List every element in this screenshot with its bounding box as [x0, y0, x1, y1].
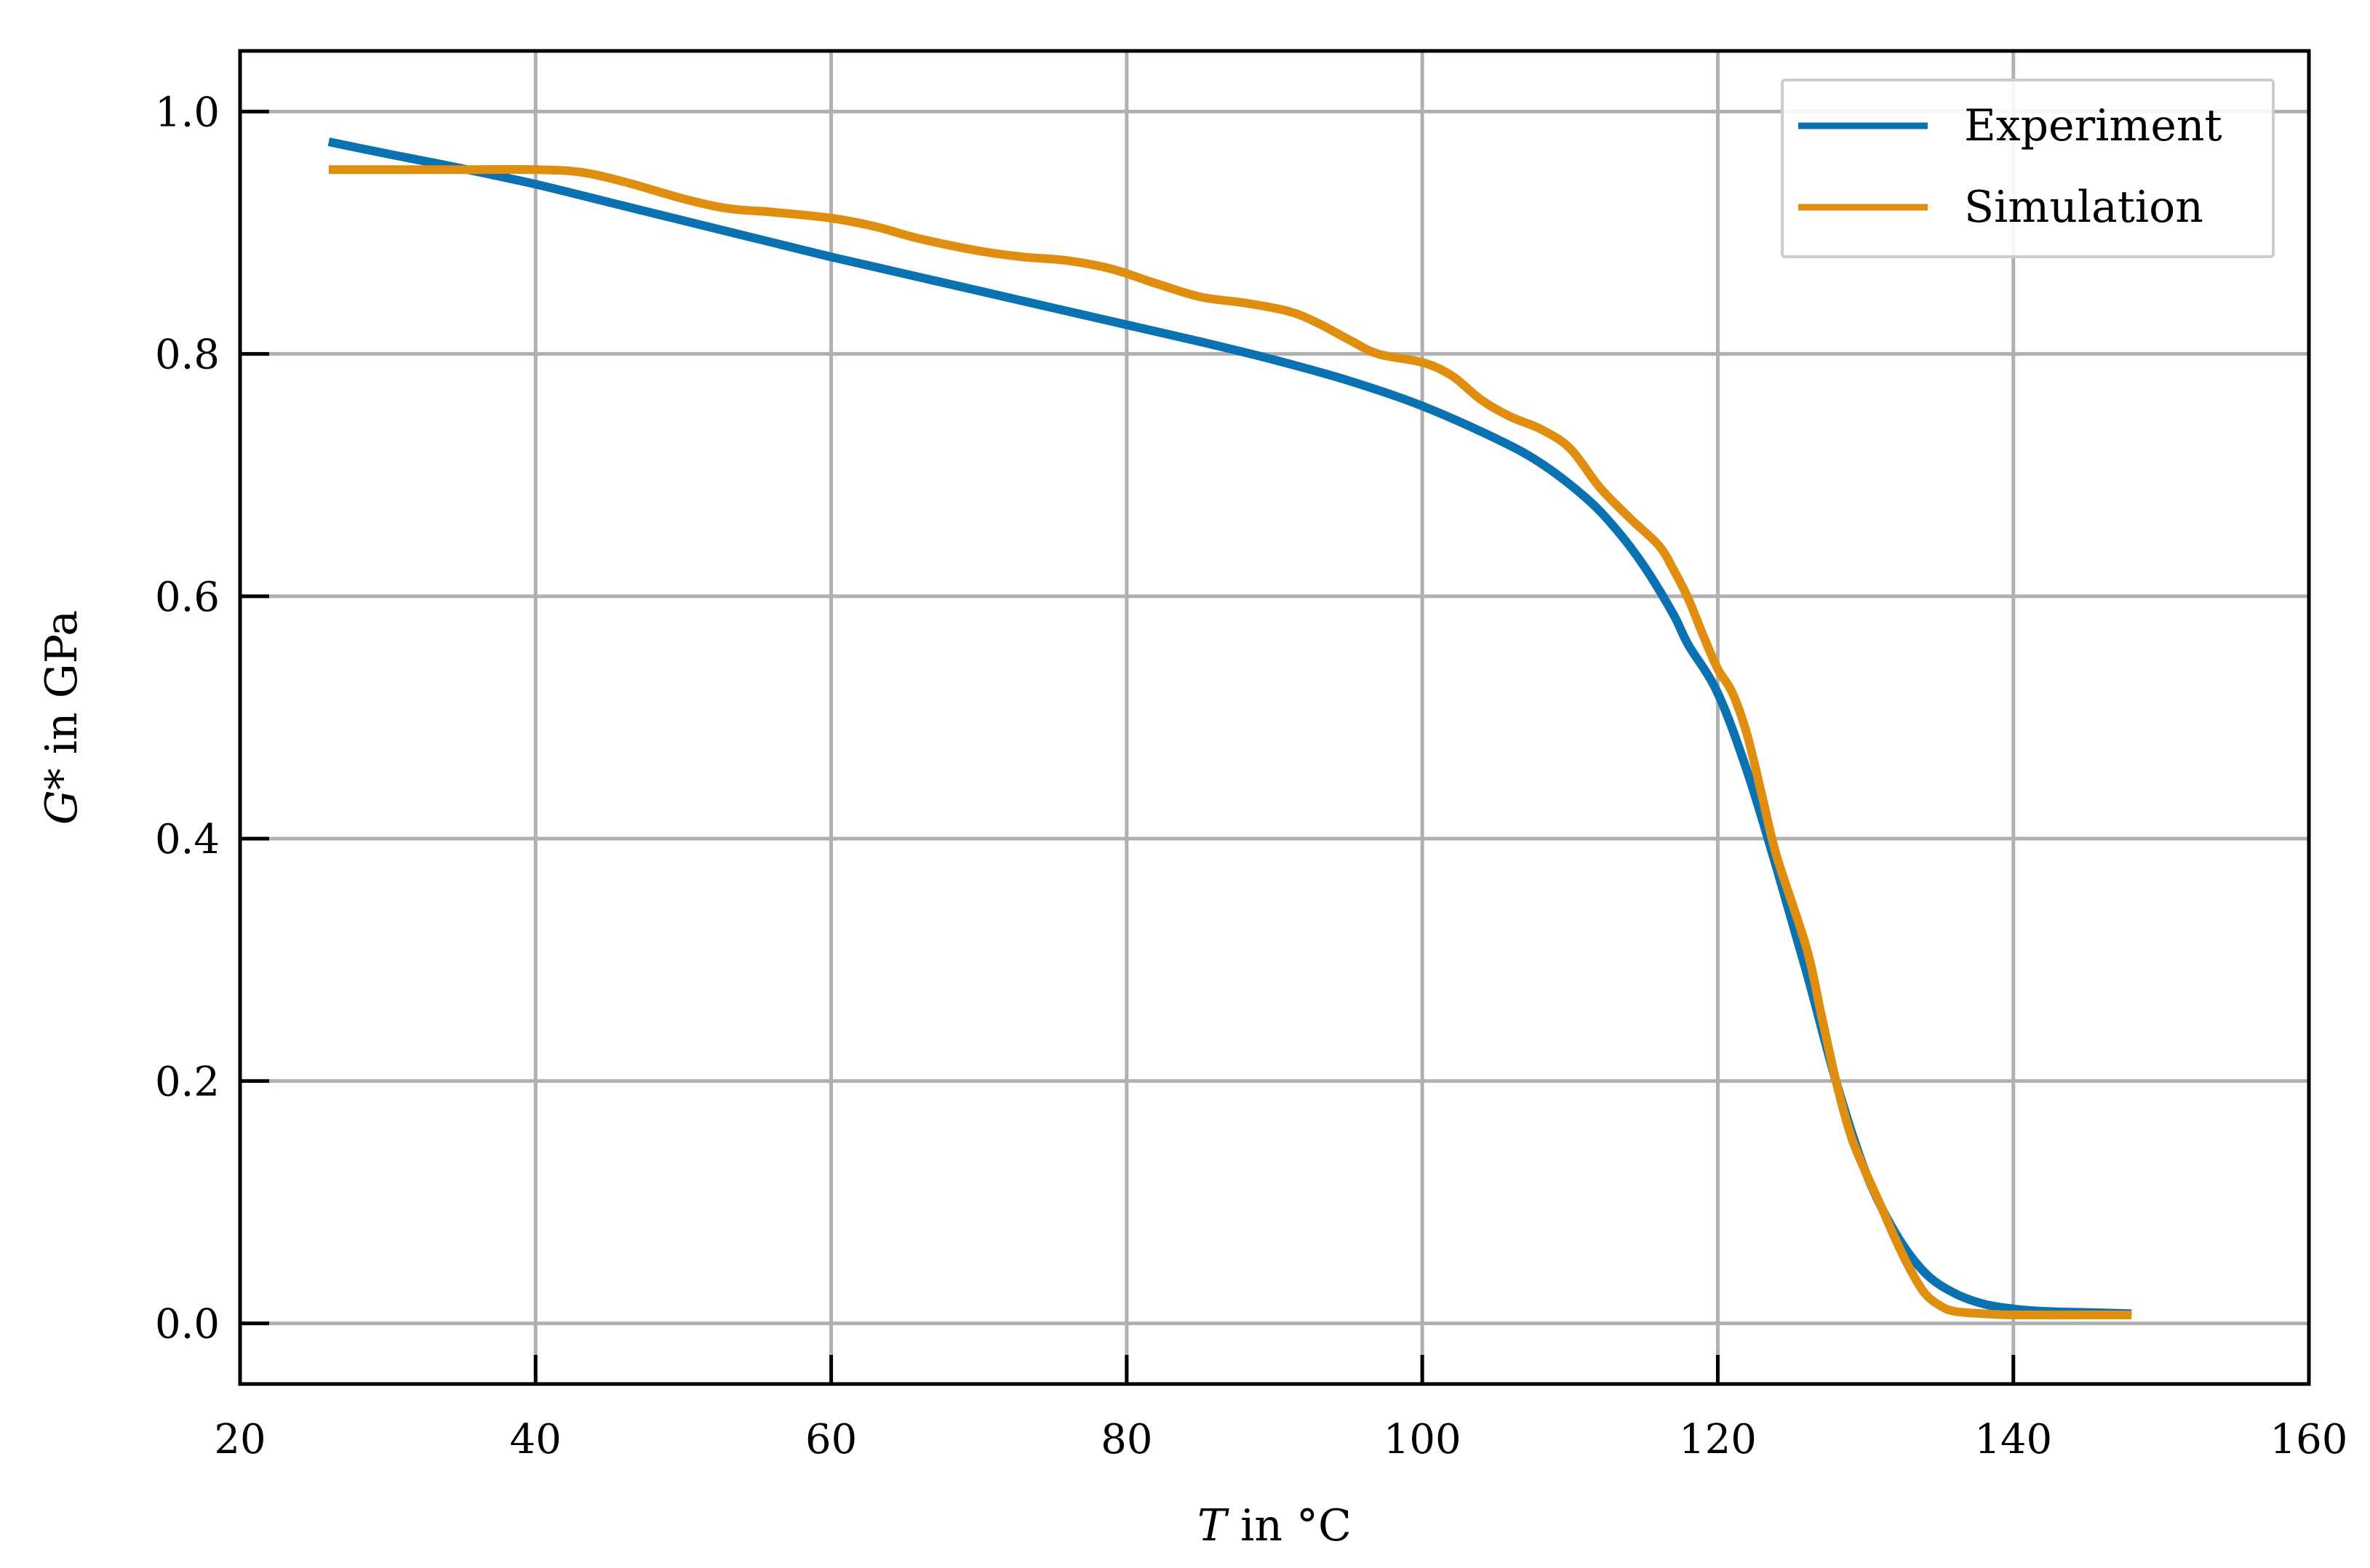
y-axis-variable: G* — [36, 768, 87, 825]
x-tick-label: 80 — [1101, 1416, 1152, 1463]
x-tick-label: 120 — [1679, 1416, 1757, 1463]
legend-label-experiment: Experiment — [1964, 100, 2222, 151]
x-tick-label: 60 — [805, 1416, 857, 1463]
x-tick-label: 20 — [214, 1416, 266, 1463]
series-line-simulation — [328, 165, 2132, 1320]
x-tick-label: 160 — [2270, 1416, 2348, 1463]
x-axis-label: T in °C — [1197, 1500, 1352, 1551]
series-layer — [327, 137, 2132, 1320]
y-axis-unit: in GPa — [36, 610, 87, 768]
x-axis-variable: T — [1197, 1500, 1229, 1551]
y-axis-label: G* in GPa — [36, 610, 87, 825]
x-tick-label: 100 — [1384, 1416, 1461, 1463]
y-tick-label: 0.2 — [155, 1058, 220, 1105]
x-tick-label: 40 — [510, 1416, 562, 1463]
ticks: 20 40 60 80 100 120 140 160 0.0 0.2 0.4 0.6 0.8 1.0 — [155, 89, 2348, 1463]
legend: Experiment Simulation — [1781, 79, 2275, 258]
x-tick-label: 140 — [1974, 1416, 2052, 1463]
y-tick-label: 0.8 — [155, 332, 220, 379]
y-tick-label: 0.4 — [155, 816, 220, 863]
legend-label-simulation: Simulation — [1964, 182, 2203, 233]
x-axis-unit: in °C — [1226, 1500, 1352, 1551]
plot-frame — [238, 49, 2311, 1386]
y-tick-label: 0.0 — [155, 1301, 220, 1348]
y-tick-label: 0.6 — [155, 574, 220, 621]
y-tick-label: 1.0 — [155, 89, 220, 136]
